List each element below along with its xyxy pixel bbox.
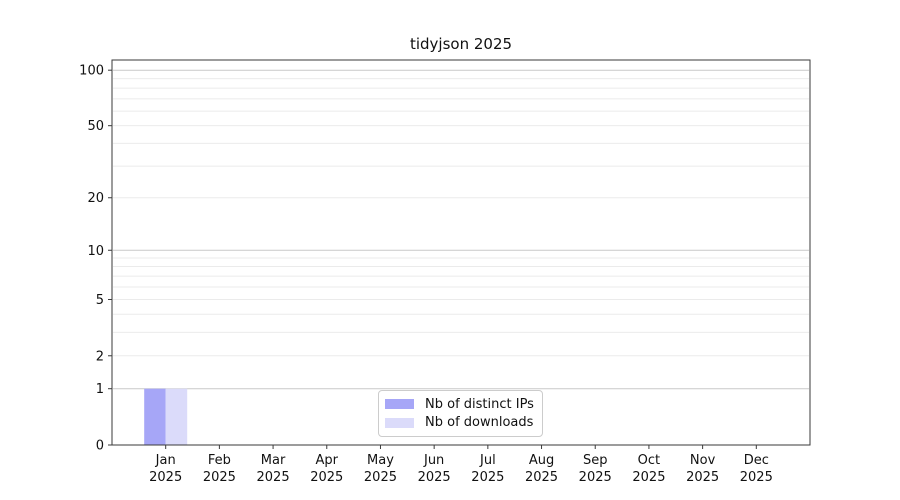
x-axis-tick-label-month: May (367, 453, 394, 468)
legend-label-distinct-ips: Nb of distinct IPs (425, 396, 534, 412)
x-axis-tick-label-month: Jul (479, 453, 496, 468)
x-axis-tick-label-year: 2025 (632, 470, 665, 485)
y-axis-tick-label: 100 (79, 64, 104, 79)
bar-distinct-ips (144, 388, 166, 445)
x-axis-tick-label-year: 2025 (149, 470, 182, 485)
legend: Nb of distinct IPs Nb of downloads (378, 390, 543, 437)
bar-downloads (165, 388, 188, 445)
x-axis-tick-label-year: 2025 (310, 470, 343, 485)
x-axis-tick-label-year: 2025 (418, 470, 451, 485)
x-axis-tick-label-year: 2025 (740, 470, 773, 485)
x-axis-tick-label-year: 2025 (203, 470, 236, 485)
x-axis-tick-label-month: Jun (423, 453, 444, 468)
x-axis-tick-label-month: Jan (155, 453, 176, 468)
y-axis-tick-label: 10 (87, 244, 104, 259)
legend-entry-downloads: Nb of downloads (385, 416, 534, 429)
legend-label-downloads: Nb of downloads (425, 415, 534, 431)
y-axis-tick-label: 50 (87, 119, 104, 134)
legend-swatch-distinct-ips (385, 399, 414, 410)
plot-border (111, 59, 811, 446)
x-axis-tick-label-month: Dec (744, 453, 769, 468)
legend-entry-distinct-ips: Nb of distinct IPs (385, 398, 534, 411)
x-axis-tick-label-month: Nov (690, 453, 716, 468)
x-axis-tick-label-month: Mar (261, 453, 286, 468)
y-axis-tick-label: 5 (96, 293, 104, 308)
y-axis-tick-label: 2 (96, 349, 104, 364)
x-axis-tick-label-year: 2025 (579, 470, 612, 485)
chart-title: tidyjson 2025 (409, 35, 513, 53)
x-axis-tick-label-month: Aug (529, 453, 554, 468)
y-axis-tick-label: 20 (87, 191, 104, 206)
x-axis-tick-label-month: Oct (638, 453, 660, 468)
y-axis-tick-label: 1 (96, 382, 104, 397)
x-axis-tick-label-month: Feb (208, 453, 231, 468)
x-axis-tick-label-year: 2025 (686, 470, 719, 485)
y-axis-tick-label: 0 (96, 439, 104, 454)
legend-swatch-downloads (385, 417, 414, 428)
x-axis-tick-label-year: 2025 (364, 470, 397, 485)
x-axis-tick-label-year: 2025 (525, 470, 558, 485)
x-axis-tick-label-month: Apr (316, 453, 339, 468)
x-axis-tick-label-year: 2025 (471, 470, 504, 485)
x-axis-tick-label-year: 2025 (257, 470, 290, 485)
x-axis-tick-label-month: Sep (583, 453, 608, 468)
